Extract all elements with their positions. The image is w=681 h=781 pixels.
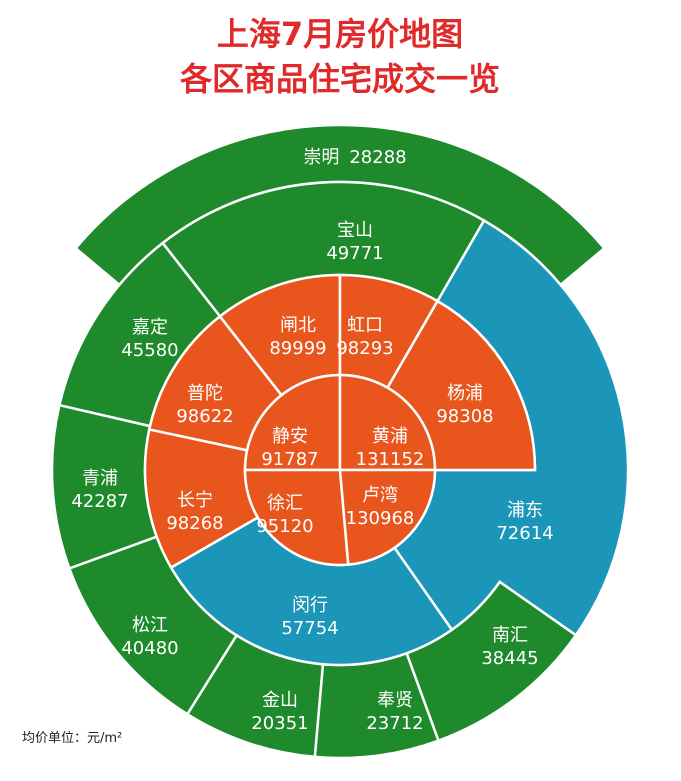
district-name: 青浦: [82, 468, 118, 489]
district-name: 松江: [132, 615, 168, 636]
district-value: 72614: [496, 523, 553, 544]
district-value: 98308: [436, 406, 493, 427]
district-value: 98293: [336, 338, 393, 359]
district-label: 崇明 28288: [303, 147, 406, 168]
title: 上海7月房价地图: [217, 15, 463, 53]
district-value: 20351: [251, 713, 308, 734]
district-name: 金山: [262, 690, 298, 711]
district-name: 嘉定: [132, 317, 168, 338]
district-value: 98622: [176, 406, 233, 427]
district-name: 南汇: [492, 625, 528, 646]
district-value: 89999: [269, 338, 326, 359]
district-name: 黄浦: [372, 426, 408, 447]
district-name: 闸北: [280, 315, 316, 336]
district-value: 130968: [346, 508, 415, 529]
district-value: 95120: [256, 516, 313, 537]
district-value: 23712: [366, 713, 423, 734]
district-value: 42287: [71, 491, 128, 512]
district-name: 普陀: [187, 383, 223, 404]
district-area: [338, 468, 437, 566]
district-name: 徐汇: [267, 493, 303, 514]
subtitle: 各区商品住宅成交一览: [180, 60, 500, 98]
district-name: 奉贤: [377, 690, 413, 711]
district-name: 长宁: [177, 490, 213, 511]
district-value: 40480: [121, 638, 178, 659]
district-name: 虹口: [347, 315, 383, 336]
district-value: 45580: [121, 340, 178, 361]
district-value: 38445: [481, 648, 538, 669]
district-name: 杨浦: [447, 383, 483, 404]
district-value: 57754: [281, 618, 338, 639]
district-value: 91787: [261, 449, 318, 470]
footnote: 均价单位：元/m²: [22, 731, 122, 746]
district-name: 卢湾: [362, 485, 398, 506]
district-value: 49771: [326, 243, 383, 264]
district-name: 浦东: [507, 500, 543, 521]
district-name: 宝山: [337, 220, 373, 241]
district-value: 131152: [356, 449, 425, 470]
district: 崇明 28288: [73, 123, 607, 287]
district-value: 98268: [166, 513, 223, 534]
district-name: 闵行: [292, 595, 328, 616]
district-name: 静安: [272, 426, 308, 447]
district-name: 崇明: [303, 147, 339, 168]
district-value: 28288: [349, 147, 406, 168]
